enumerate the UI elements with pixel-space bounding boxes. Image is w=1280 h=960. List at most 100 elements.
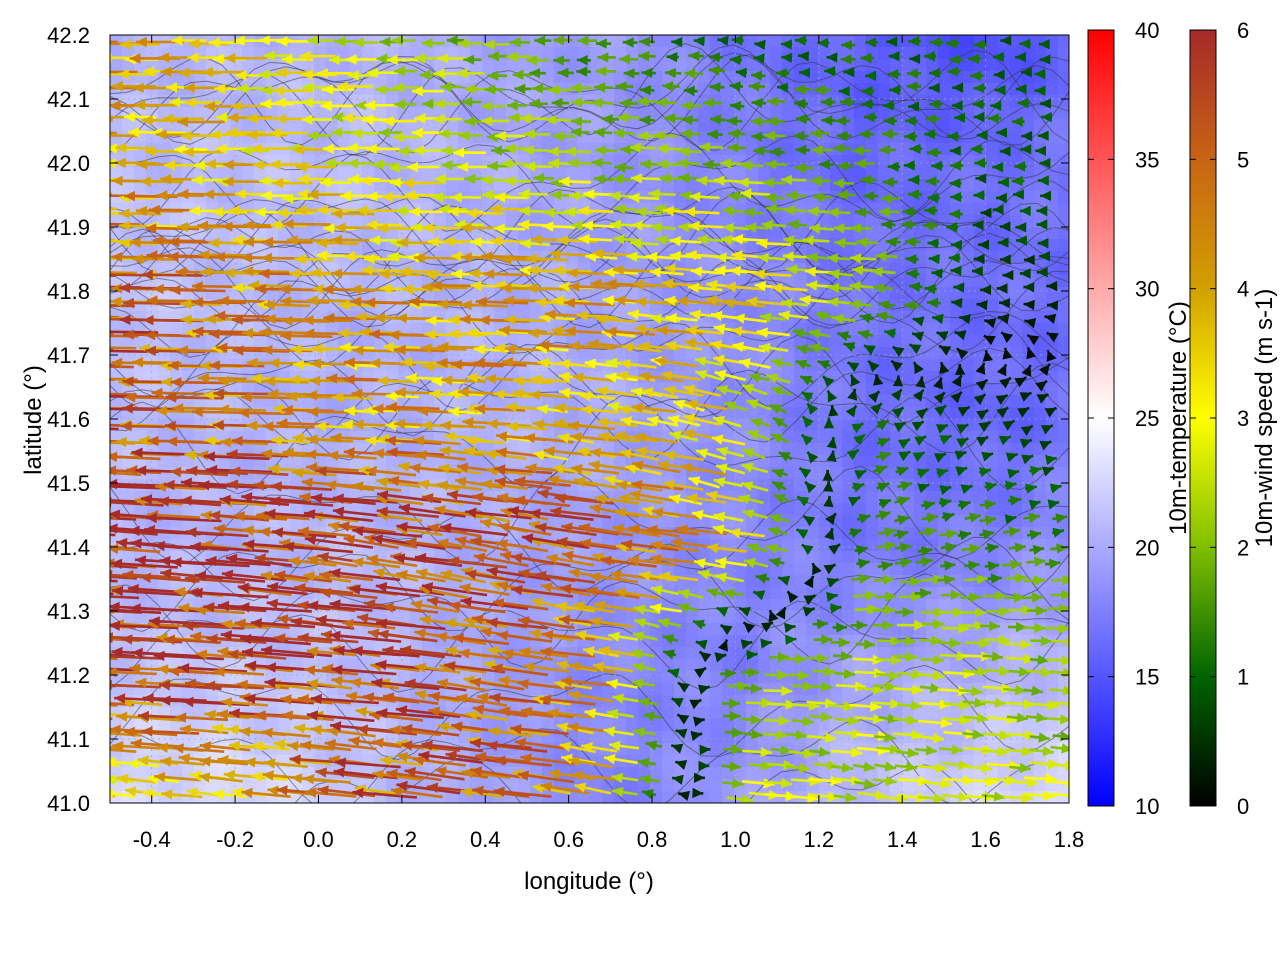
temperature-cell [1034, 191, 1047, 204]
temperature-cell [746, 35, 759, 48]
temperature-cell [782, 143, 795, 156]
temperature-cell [866, 119, 879, 132]
temperature-cell [962, 203, 975, 216]
temperature-cell [278, 359, 291, 372]
temperature-cell [758, 503, 771, 516]
temperature-cell [962, 455, 975, 468]
temperature-cell [938, 599, 951, 612]
temperature-cell [902, 143, 915, 156]
temperature-cell [1058, 119, 1069, 132]
temperature-cell [734, 647, 747, 660]
temperature-cell [698, 167, 711, 180]
temperature-cell [710, 767, 723, 780]
temperature-cell [1046, 119, 1059, 132]
temperature-cell [566, 239, 579, 252]
temperature-cell [938, 59, 951, 72]
temperature-cell [470, 227, 483, 240]
temperature-cell [446, 47, 459, 60]
temperature-cell [1046, 215, 1059, 228]
temperature-cell [602, 155, 615, 168]
temperature-cell [758, 167, 771, 180]
temperature-cell [1058, 59, 1069, 72]
temperature-cell [374, 167, 387, 180]
temperature-cell [818, 431, 831, 444]
temperature-cell [410, 35, 423, 48]
temperature-cell [242, 47, 255, 60]
temperature-cell [326, 119, 339, 132]
temperature-cell [854, 407, 867, 420]
temperature-cell [554, 167, 567, 180]
temperature-cell [986, 83, 999, 96]
temperature-cell [290, 179, 303, 192]
temperature-cell [470, 35, 483, 48]
temperature-cell [734, 203, 747, 216]
temperature-cell [878, 167, 891, 180]
temperature-cell [854, 107, 867, 120]
temperature-cell [722, 47, 735, 60]
temperature-cell [878, 47, 891, 60]
temperature-cell [254, 59, 267, 72]
temperature-cell [482, 215, 495, 228]
temperature-cell [710, 683, 723, 696]
temperature-cell [842, 215, 855, 228]
temperature-cell [542, 611, 555, 624]
temperature-cell [854, 119, 867, 132]
temperature-cell [158, 143, 171, 156]
temperature-cell [290, 107, 303, 120]
temperature-cell [218, 239, 231, 252]
temperature-cell [866, 419, 879, 432]
temperature-cell [938, 191, 951, 204]
temperature-cell [662, 515, 675, 528]
temperature-cell [1010, 215, 1023, 228]
temperature-cell [650, 143, 663, 156]
temperature-cell [338, 59, 351, 72]
temperature-cell [902, 311, 915, 324]
temperature-cell [566, 59, 579, 72]
temperature-cell [818, 719, 831, 732]
temperature-cell [146, 455, 159, 468]
temperature-cell [458, 335, 471, 348]
temperature-cell [266, 227, 279, 240]
temperature-cell [578, 167, 591, 180]
temperature-cell [770, 635, 783, 648]
temperature-cell [230, 335, 243, 348]
temperature-cell [938, 83, 951, 96]
temperature-cell [866, 443, 879, 456]
temperature-cell [842, 167, 855, 180]
temperature-cell [878, 347, 891, 360]
temperature-cell [230, 119, 243, 132]
temperature-cell [662, 683, 675, 696]
temperature-cell [434, 35, 447, 48]
temperature-cell [758, 599, 771, 612]
temperature-cell [410, 167, 423, 180]
temperature-cell [818, 215, 831, 228]
temperature-cell [290, 671, 303, 684]
temperature-cell [842, 563, 855, 576]
temperature-cell [1010, 251, 1023, 264]
temperature-cell [974, 491, 987, 504]
temperature-cell [830, 95, 843, 108]
temperature-cell [926, 167, 939, 180]
temperature-cell [626, 155, 639, 168]
temperature-cell [986, 215, 999, 228]
temperature-cell [938, 587, 951, 600]
temperature-cell [746, 695, 759, 708]
temperature-cell [1046, 179, 1059, 192]
temperature-cell [710, 227, 723, 240]
temperature-cell [794, 611, 807, 624]
temperature-cell [254, 719, 267, 732]
temperature-cell [602, 179, 615, 192]
temperature-cell [146, 59, 159, 72]
temperature-cell [986, 71, 999, 84]
temperature-cell [122, 131, 135, 144]
temperature-cell [254, 455, 267, 468]
temperature-cell [110, 119, 123, 132]
temperature-cell [674, 647, 687, 660]
temperature-cell [986, 227, 999, 240]
temperature-cell [962, 71, 975, 84]
temperature-cell [518, 59, 531, 72]
temperature-cell [926, 707, 939, 720]
temperature-cell [542, 275, 555, 288]
temperature-cell [506, 59, 519, 72]
temperature-cell [470, 155, 483, 168]
